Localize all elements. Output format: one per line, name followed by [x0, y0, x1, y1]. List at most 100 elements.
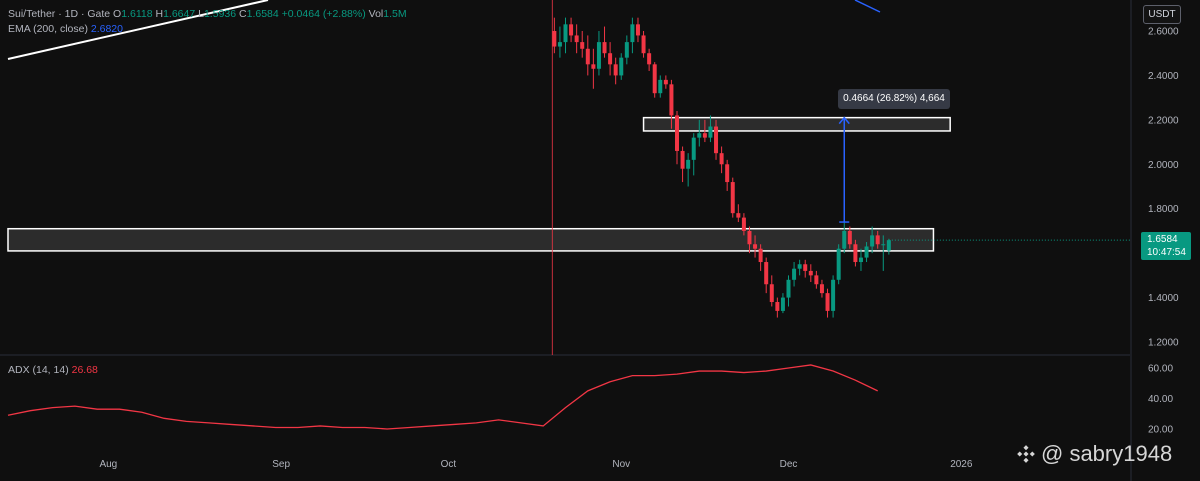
binance-logo-icon	[1017, 445, 1035, 463]
candle-body	[708, 126, 713, 138]
symbol-legend: Sui/Tether · 1D · Gate O1.6118 H1.6647 L…	[8, 8, 407, 20]
candle-body	[574, 35, 579, 43]
candle-body	[630, 24, 635, 43]
candle-body	[580, 42, 585, 49]
candle-body	[769, 284, 774, 303]
candle-body	[552, 31, 557, 47]
price-tick-label: 1.4000	[1148, 293, 1179, 304]
candle-body	[825, 293, 830, 311]
ema-layer	[7, 0, 881, 60]
grid-lines	[0, 0, 1132, 481]
trend-line	[7, 0, 269, 60]
open-value: 1.6118	[121, 8, 153, 20]
adx-tick-label: 60.00	[1148, 364, 1173, 375]
candle-body	[697, 133, 702, 138]
measure-arrowhead	[838, 116, 850, 125]
watermark: @ sabry1948	[1017, 441, 1172, 467]
candle-body	[714, 126, 719, 154]
time-tick-label: Aug	[99, 459, 117, 470]
candle-body	[847, 230, 852, 245]
candle-body	[608, 53, 613, 65]
candle-body	[635, 24, 640, 36]
candle-body	[675, 115, 679, 151]
ema-line	[854, 0, 881, 13]
volume-label: Vol	[368, 8, 384, 20]
candle-body	[853, 244, 858, 263]
candle-body	[858, 257, 863, 263]
price-tick-label: 2.2000	[1148, 115, 1179, 126]
high-label: H	[155, 8, 164, 20]
currency-badge[interactable]: USDT	[1143, 5, 1181, 24]
candle-body	[764, 262, 769, 285]
candle-body	[775, 302, 780, 311]
measure-label: 0.4664 (26.82%) 4,664	[838, 89, 950, 109]
candle-body	[808, 270, 813, 276]
candle-body	[613, 64, 618, 76]
candle-body	[652, 64, 657, 94]
adx-label: ADX (14, 14)	[8, 364, 69, 376]
candle-body	[758, 248, 763, 263]
time-tick-label: Oct	[441, 459, 457, 470]
candle-body	[747, 230, 752, 245]
adx-tick-label: 40.00	[1148, 394, 1173, 405]
time-tick-label: Nov	[612, 459, 630, 470]
candle-body	[786, 279, 791, 298]
candle-body	[881, 244, 886, 246]
low-value: 1.5936	[203, 8, 237, 20]
candle-body	[831, 279, 836, 311]
candle-body	[680, 150, 685, 169]
countdown: 10:47:54	[1147, 247, 1186, 258]
candle-body	[619, 57, 624, 76]
candle-body	[602, 42, 607, 54]
candle-body	[819, 284, 824, 294]
price-tick-label: 1.8000	[1148, 204, 1179, 215]
candle-body	[596, 42, 601, 69]
adx-value: 26.68	[71, 364, 98, 376]
measure-tool[interactable]	[838, 116, 850, 223]
candle-body	[641, 35, 646, 54]
price-tick-label: 2.0000	[1148, 160, 1179, 171]
candle-body	[842, 230, 847, 249]
candle-body	[730, 182, 735, 214]
candle-body	[663, 79, 668, 85]
last-price: 1.6584	[1147, 234, 1178, 245]
candle-body	[886, 240, 891, 251]
price-tick-label: 2.4000	[1148, 71, 1179, 82]
price-tick-label: 2.6000	[1148, 27, 1179, 38]
candle-body	[563, 24, 568, 43]
candle-body	[725, 164, 730, 183]
candle-body	[736, 213, 741, 218]
adx-layer	[7, 364, 878, 430]
candle-body	[870, 235, 875, 247]
candle-body	[780, 297, 785, 311]
change-value: +0.0464 (+2.88%)	[281, 8, 366, 20]
candle-body	[797, 264, 802, 269]
volume-value: 1.5M	[383, 8, 407, 20]
high-value: 1.6647	[163, 8, 196, 20]
time-tick-label: Sep	[272, 459, 290, 470]
candle-body	[803, 264, 808, 271]
candle-body	[814, 275, 819, 285]
time-tick-label: Dec	[780, 459, 798, 470]
zones-layer	[7, 116, 951, 252]
candle-body	[624, 42, 629, 58]
low-label: L	[198, 8, 204, 20]
time-axis: Aug Sep Oct Nov Dec 2026	[99, 459, 972, 470]
watermark-text: @ sabry1948	[1041, 441, 1173, 466]
ema-legend[interactable]: EMA (200, close) 2.6820	[8, 23, 123, 35]
last-price-box: 1.6584 10:47:54	[1141, 232, 1191, 260]
candle-body	[691, 137, 696, 160]
candles-layer	[552, 17, 1130, 318]
adx-legend[interactable]: ADX (14, 14) 26.68	[8, 364, 98, 376]
candle-body	[792, 268, 797, 280]
ema-label: EMA (200, close)	[8, 23, 88, 35]
candle-body	[836, 248, 841, 280]
candle-body	[686, 159, 691, 169]
candle-body	[658, 79, 663, 94]
open-label: O	[113, 8, 122, 20]
time-tick-label: 2026	[950, 459, 973, 470]
ema-value: 2.6820	[90, 23, 123, 35]
candle-body	[741, 217, 746, 231]
candle-body	[753, 244, 758, 249]
